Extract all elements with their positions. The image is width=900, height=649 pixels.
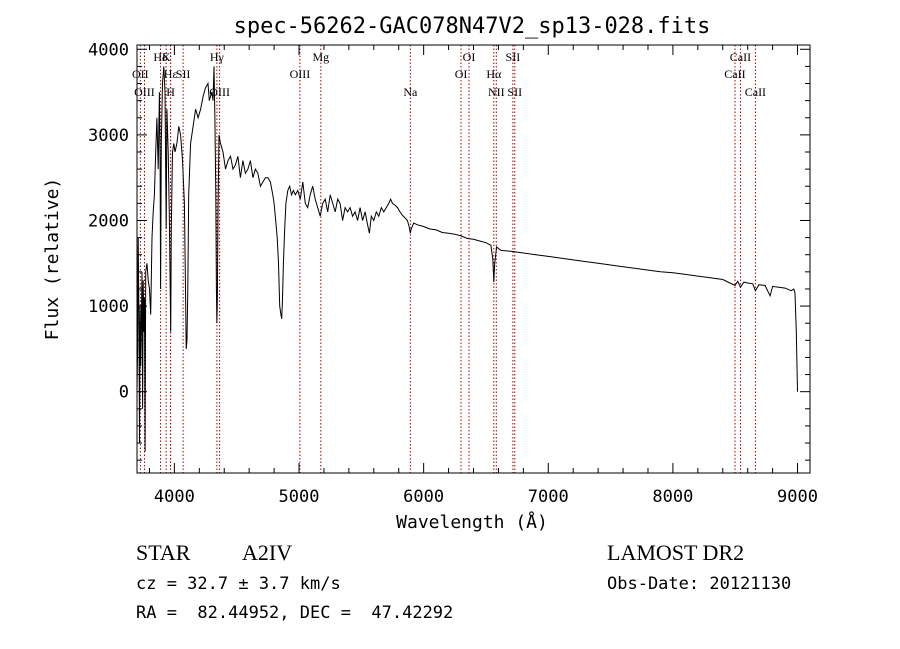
marker-label: Hα xyxy=(486,67,502,81)
spectral-line-markers xyxy=(139,45,756,473)
marker-label: OII xyxy=(132,67,149,81)
marker-label: OI xyxy=(455,67,468,81)
observation-date: Obs-Date: 20121130 xyxy=(607,574,792,594)
y-axis-label: Flux (relative) xyxy=(42,178,63,341)
x-tick-label: 4000 xyxy=(154,487,195,507)
marker-label: SII xyxy=(507,85,522,99)
chart-title: spec-56262-GAC078N47V2_sp13-028.fits xyxy=(234,14,711,39)
y-tick-label: 0 xyxy=(119,383,129,403)
x-tick-label: 6000 xyxy=(403,487,444,507)
marker-label: OIII xyxy=(134,85,155,99)
redshift-value: cz = 32.7 ± 3.7 km/s xyxy=(136,574,341,594)
x-tick-label: 7000 xyxy=(528,487,569,507)
marker-label: OI xyxy=(463,50,476,64)
marker-label: Hδ xyxy=(153,50,168,64)
marker-label: H xyxy=(166,85,175,99)
y-tick-label: 1000 xyxy=(88,297,129,317)
marker-label: OIII xyxy=(290,67,311,81)
tick-labels: 4000 5000 6000 7000 8000 9000 0 1000 2000 3000 400… xyxy=(88,40,818,507)
x-tick-label: 9000 xyxy=(777,487,818,507)
y-tick-label: 4000 xyxy=(88,40,129,60)
marker-label: K xyxy=(162,50,171,64)
y-tick-label: 3000 xyxy=(88,126,129,146)
survey-name: LAMOST DR2 xyxy=(607,540,745,565)
spectrum-line xyxy=(136,66,798,452)
marker-label: SII xyxy=(176,67,191,81)
star-type: A2IV xyxy=(242,540,293,565)
marker-label: CaII xyxy=(724,67,745,81)
axis-ticks xyxy=(137,45,810,473)
x-tick-label: 8000 xyxy=(652,487,693,507)
marker-label: NII xyxy=(488,85,505,99)
marker-label: Na xyxy=(403,85,418,99)
plot-frame xyxy=(136,44,811,474)
y-tick-label: 2000 xyxy=(88,211,129,231)
marker-label: SII xyxy=(506,50,521,64)
marker-label: CaII xyxy=(745,85,766,99)
marker-label: CaII xyxy=(730,50,751,64)
marker-label: Hγ xyxy=(210,50,225,64)
x-axis-label: Wavelength (Å) xyxy=(396,511,548,533)
x-tick-label: 5000 xyxy=(279,487,320,507)
marker-label: Hε xyxy=(164,67,178,81)
marker-label: Mg xyxy=(312,50,329,64)
star-label: STAR xyxy=(136,540,191,565)
coordinates: RA = 82.44952, DEC = 47.42292 xyxy=(136,603,454,623)
